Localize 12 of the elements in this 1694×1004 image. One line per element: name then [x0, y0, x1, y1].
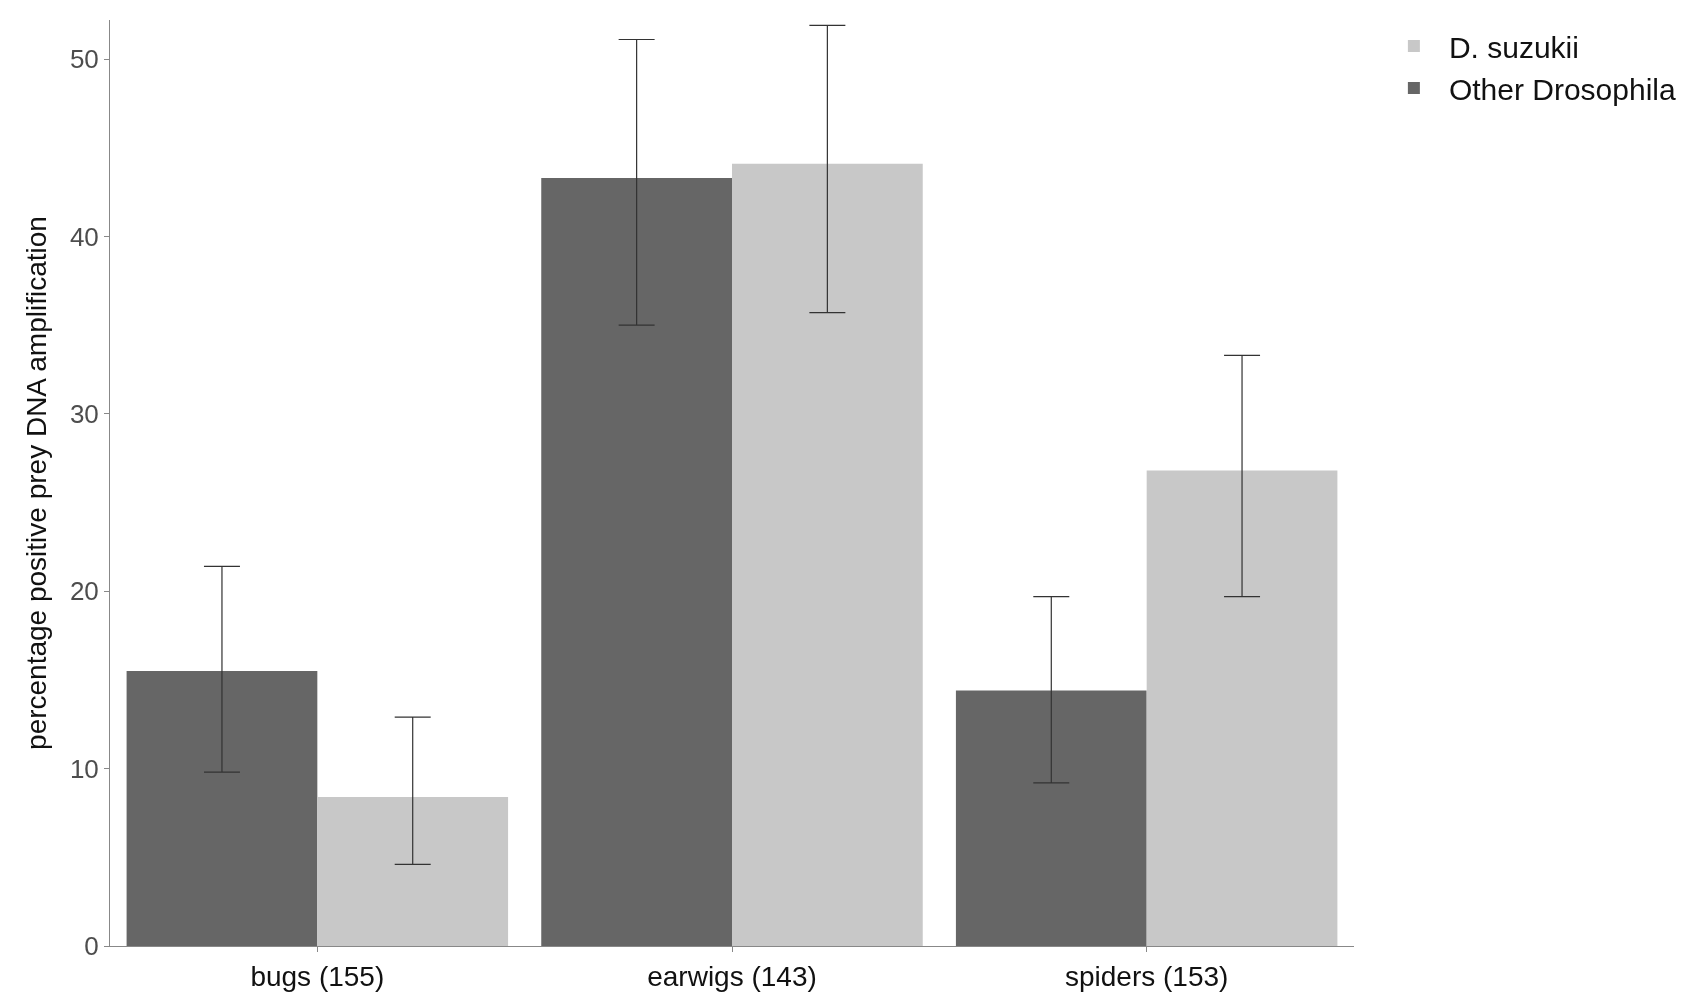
y-tick-label: 30: [69, 398, 99, 429]
y-tick-label: 10: [69, 753, 99, 784]
x-tick-label: bugs (155): [250, 960, 385, 992]
x-tick-label: spiders (153): [1064, 960, 1229, 992]
y-tick-label: 0: [84, 931, 99, 962]
y-axis-title: percentage positive prey DNA amplification: [20, 216, 52, 750]
legend-label: D. suzukii: [1448, 30, 1579, 64]
y-tick-label: 20: [69, 576, 99, 607]
y-tick-label: 50: [69, 44, 99, 75]
legend-label: Other Drosophila: [1448, 72, 1676, 106]
y-tick-label: 40: [69, 221, 99, 252]
x-tick-label: earwigs (143): [647, 960, 817, 992]
